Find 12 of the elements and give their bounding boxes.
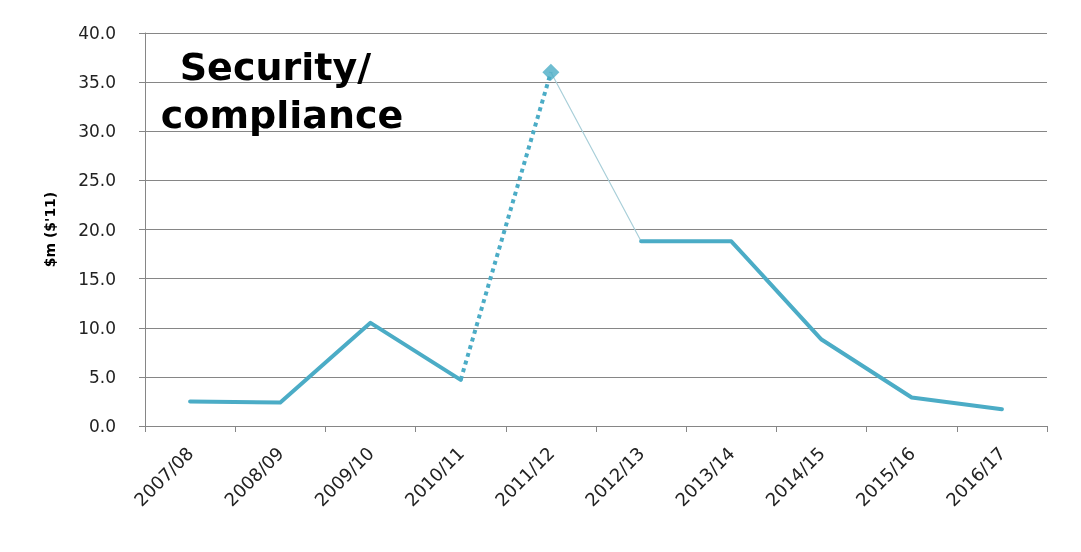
text: Security/ compliance [160,45,404,137]
y-tick-label: 10.0 [78,317,116,338]
y-tick-label: 35.0 [78,72,116,93]
y-axis-title: $m ($'11) [42,191,58,268]
y-tick-label: 20.0 [78,219,116,240]
line-series [639,239,1004,412]
y-tick-label: 0.0 [88,416,116,436]
y-tick-label: 15.0 [78,268,116,289]
y-tick-label: 25.0 [78,170,116,191]
y-tick-label: 5.0 [88,366,116,387]
y-tick-label: 40.0 [78,23,116,43]
y-tick-label: 30.0 [78,121,116,142]
